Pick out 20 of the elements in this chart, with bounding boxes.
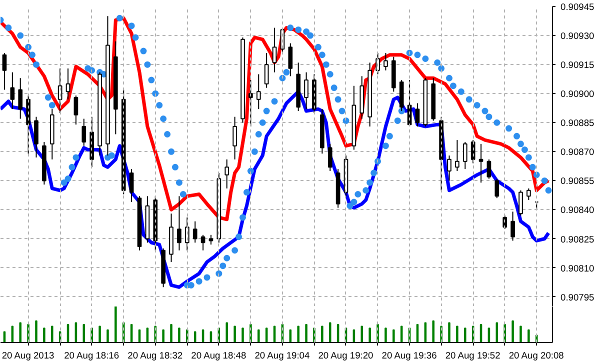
x-tick-label: 20 Aug 19:20 (318, 350, 374, 360)
y-tick-label: 0.90795 (560, 292, 594, 302)
x-tick-label: 20 Aug 19:04 (254, 350, 310, 360)
y-tick-label: 0.90855 (560, 176, 594, 186)
x-tick-label: 20 Aug 18:16 (64, 350, 120, 360)
x-tick-label: 20 Aug 20:08 (508, 350, 564, 360)
y-tick-label: 0.90945 (560, 2, 594, 12)
y-tick-label: 0.90870 (560, 147, 594, 158)
x-tick-label: 20 Aug 18:48 (191, 350, 246, 360)
y-tick-label: 0.90825 (560, 234, 594, 244)
x-tick-label: 20 Aug 2013 (2, 350, 54, 360)
y-tick-label: 0.90840 (560, 205, 594, 216)
x-tick-label: 20 Aug 19:36 (382, 350, 437, 360)
y-tick-label: 0.90900 (560, 89, 594, 100)
y-tick-label: 0.90930 (560, 31, 594, 42)
x-tick-label: 20 Aug 18:32 (128, 350, 183, 360)
y-tick-label: 0.90915 (560, 60, 594, 70)
x-tick-label: 20 Aug 19:52 (445, 350, 500, 360)
y-tick-label: 0.90885 (560, 118, 594, 128)
y-tick-label: 0.90810 (560, 263, 594, 274)
